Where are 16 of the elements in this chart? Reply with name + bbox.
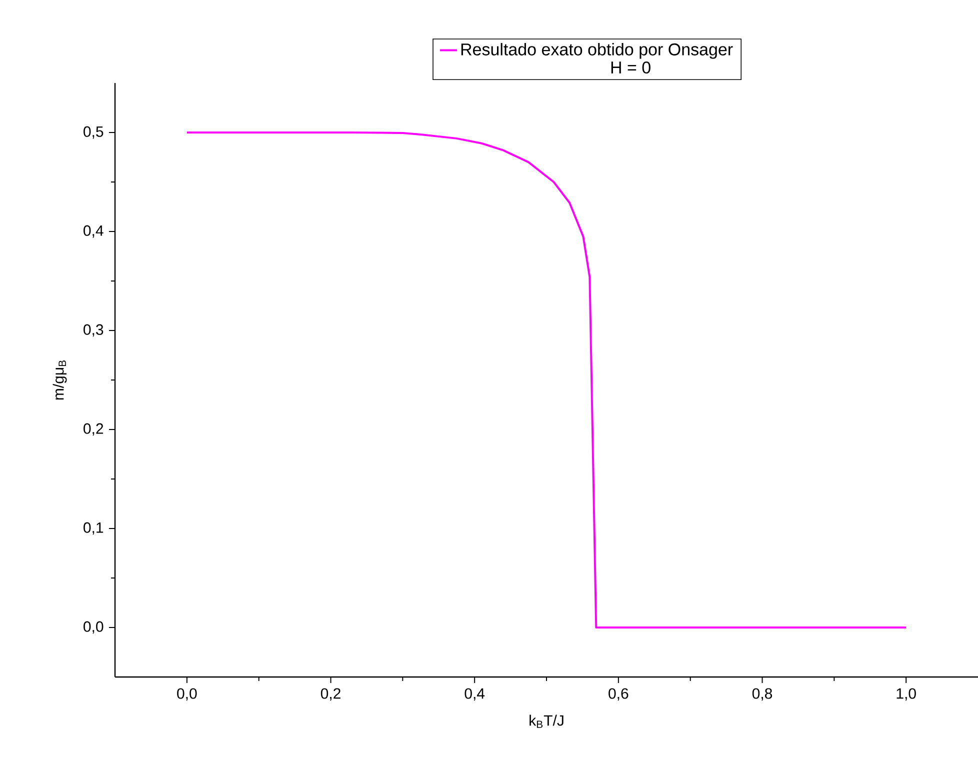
y-tick-label: 0,3 <box>84 324 104 337</box>
x-axis-title: k$_{B}$T/J <box>530 714 564 728</box>
y-tick-label: 0,1 <box>84 522 104 535</box>
x-tick-label: 0,6 <box>608 688 628 701</box>
y-tick-label: 0,0 <box>84 621 104 634</box>
x-tick-label: 1,0 <box>896 688 916 701</box>
x-tick-label: 0,8 <box>752 688 772 701</box>
x-tick-label: 0,4 <box>464 688 485 701</box>
x-tick-label: 0,2 <box>320 688 340 701</box>
y-tick-label: 0,5 <box>84 126 104 139</box>
y-tick-label: 0,4 <box>84 225 104 238</box>
legend-label: Resultado exato obtido por Onsager <box>461 42 733 59</box>
legend-title: H = 0 <box>611 62 650 74</box>
y-tick-label: 0,2 <box>84 423 104 436</box>
x-tick-label: 0,0 <box>177 688 197 701</box>
y-axis-title: m/gμ$_{B}$ <box>52 360 67 400</box>
